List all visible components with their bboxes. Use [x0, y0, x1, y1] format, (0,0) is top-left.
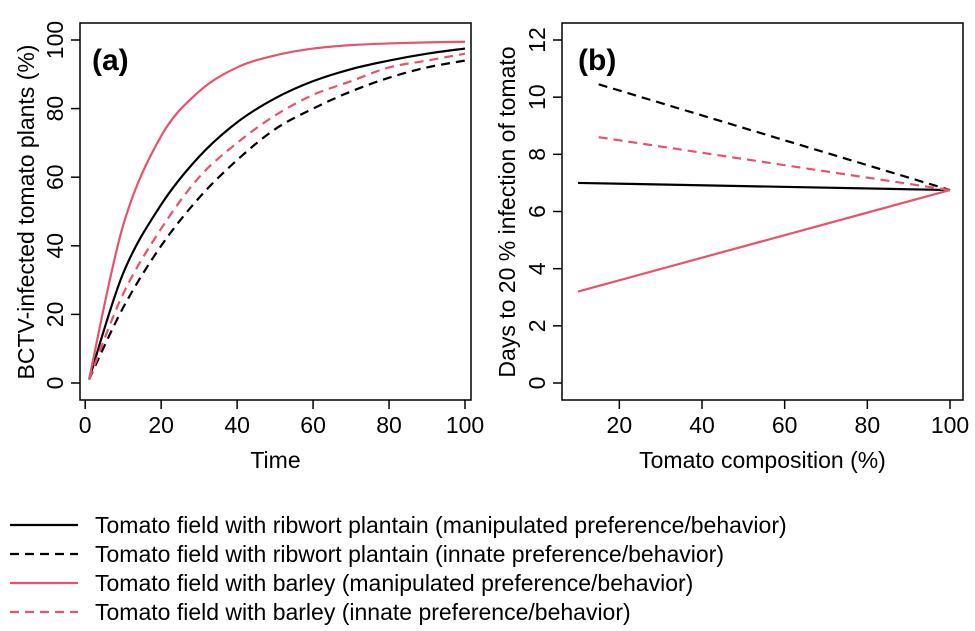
x-tick-label: 20: [607, 412, 633, 438]
panel-label: (b): [578, 44, 616, 77]
series-line-4: [598, 136, 951, 192]
legend: Tomato field with ribwort plantain (mani…: [10, 512, 787, 625]
x-tick-label: 0: [79, 412, 92, 438]
y-tick-label: 2: [524, 319, 550, 332]
x-axis-label: Time: [250, 447, 300, 473]
series-line-3: [577, 189, 951, 293]
x-tick-label: 100: [446, 412, 484, 438]
x-tick-label: 80: [376, 412, 402, 438]
legend-label: Tomato field with barley (manipulated pr…: [95, 570, 693, 596]
series-line-4: [87, 52, 466, 380]
legend-label: Tomato field with ribwort plantain (inna…: [95, 541, 724, 567]
y-tick-label: 60: [42, 164, 68, 190]
panel-b: 20 40 60 80 100 0 2 4 6 8 10 12 Tomato composition (…: [494, 22, 969, 473]
plot-frame: [561, 22, 964, 401]
x-tick-label: 20: [148, 412, 174, 438]
series-line-2: [598, 83, 951, 192]
legend-label: Tomato field with ribwort plantain (mani…: [95, 512, 787, 538]
panel-label: (a): [92, 44, 129, 77]
legend-label: Tomato field with barley (innate prefere…: [95, 599, 631, 625]
y-tick-label: 0: [524, 377, 550, 390]
x-tick-label: 80: [855, 412, 881, 438]
y-tick-label: 80: [42, 96, 68, 122]
x-tick-label: 40: [224, 412, 250, 438]
series-line-3: [87, 40, 466, 380]
y-tick-label: 100: [42, 21, 68, 59]
y-tick-label: 4: [524, 262, 550, 275]
y-tick-label: 40: [42, 233, 68, 259]
y-tick-label: 12: [524, 27, 550, 53]
x-axis-label: Tomato composition (%): [639, 447, 886, 473]
y-tick-label: 10: [524, 84, 550, 110]
plot-frame: [79, 22, 472, 401]
panel-a: 0 20 40 60 80 100 0 20 40 60 80 100 Time BCTV-infecte…: [13, 21, 484, 473]
x-tick-label: 60: [300, 412, 326, 438]
series-line-1: [577, 181, 951, 192]
y-tick-label: 6: [524, 205, 550, 218]
y-tick-label: 8: [524, 148, 550, 161]
x-tick-label: 60: [772, 412, 798, 438]
y-tick-label: 20: [42, 302, 68, 328]
x-tick-label: 40: [689, 412, 715, 438]
y-tick-label: 0: [42, 377, 68, 390]
series-line-1: [87, 47, 466, 380]
series-line-2: [88, 59, 466, 381]
y-axis-label: Days to 20 % infection of tomato: [494, 46, 520, 377]
y-axis-label: BCTV-infected tomato plants (%): [13, 45, 39, 380]
x-tick-label: 100: [931, 412, 969, 438]
